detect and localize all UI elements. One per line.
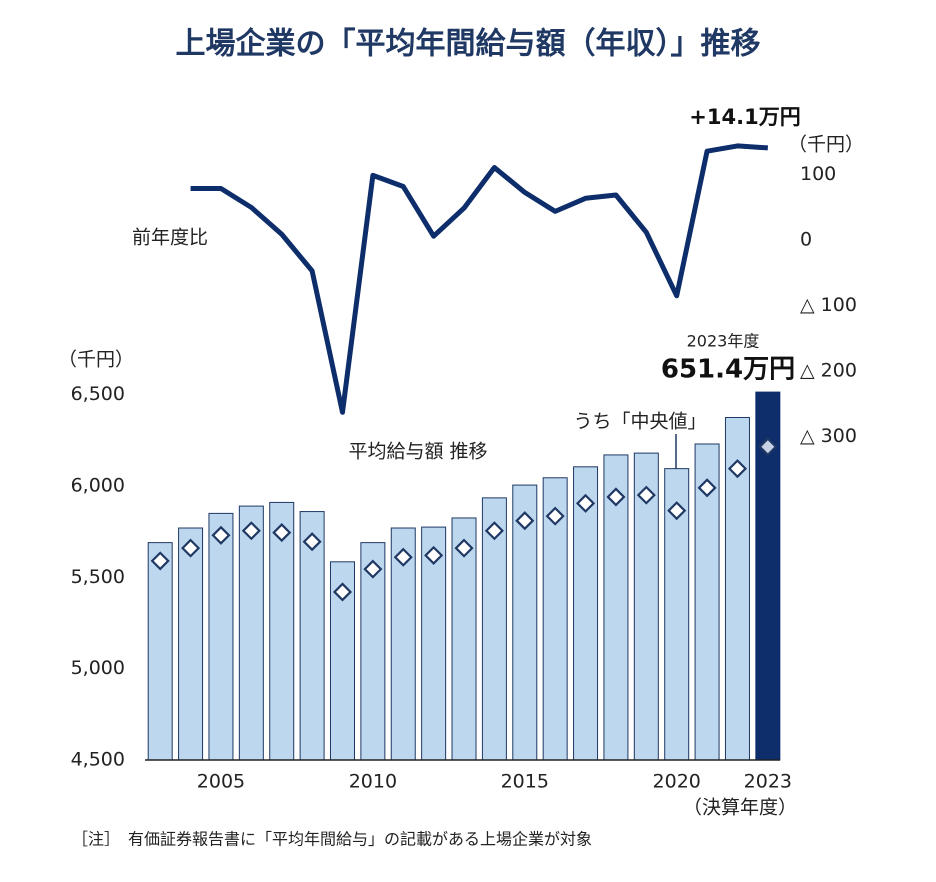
- x-tick-label: 2020: [653, 771, 701, 793]
- bar: [238, 505, 264, 761]
- bar: [147, 542, 173, 761]
- y-tick-label: 6,500: [71, 383, 125, 405]
- median-marker: [181, 538, 201, 558]
- median-marker: [636, 485, 656, 505]
- median-marker: [758, 437, 778, 457]
- bar: [208, 512, 234, 761]
- median-marker: [272, 523, 292, 543]
- x-tick-label: 2023: [744, 771, 792, 793]
- median-marker: [515, 511, 535, 531]
- y-unit: （千円）: [58, 349, 134, 371]
- x-tick-label: 2015: [501, 771, 549, 793]
- median-marker: [302, 532, 322, 552]
- chart-title: 上場企業の「平均年間給与額（年収）」推移: [176, 27, 761, 62]
- x-tick-label: 2010: [349, 771, 397, 793]
- median-marker: [211, 525, 231, 545]
- bar: [512, 484, 538, 761]
- bar: [421, 526, 447, 761]
- median-marker: [697, 478, 717, 498]
- median-marker: [606, 487, 626, 507]
- x-axis-label: （決算年度）: [683, 797, 797, 819]
- note: ［注］ 有価証券報告書に「平均年間給与」の記載がある上場企業が対象: [72, 830, 592, 849]
- y-tick-label: 5,000: [71, 657, 125, 679]
- median-marker: [241, 521, 261, 541]
- median-marker: [454, 538, 474, 558]
- median-marker: [393, 547, 413, 567]
- annotation: 2023年度: [687, 332, 760, 351]
- y-tick-label: 4,500: [71, 749, 125, 771]
- median-marker: [150, 551, 170, 571]
- bar: [451, 517, 477, 761]
- bar: [573, 466, 599, 761]
- median-marker: [424, 545, 444, 565]
- y2-tick-label: △ 300: [800, 425, 857, 447]
- median-marker: [575, 493, 596, 513]
- median-marker: [667, 501, 687, 521]
- median-marker: [545, 506, 565, 526]
- y-tick-label: 6,000: [71, 474, 125, 496]
- annotation: 651.4万円: [661, 355, 795, 385]
- y2-tick-label: 100: [800, 163, 836, 185]
- y-tick-label: 5,500: [71, 566, 125, 588]
- y2-tick-label: △ 200: [800, 360, 857, 382]
- bar: [299, 511, 325, 761]
- median-marker: [484, 521, 504, 541]
- median-marker: [332, 582, 353, 602]
- y2-unit: （千円）: [788, 134, 864, 156]
- y2-tick-label: △ 100: [800, 294, 857, 316]
- bar: [481, 497, 507, 761]
- x-tick-label: 2005: [197, 771, 245, 793]
- y2-tick-label: 0: [800, 229, 812, 251]
- median-marker: [727, 459, 748, 479]
- annotation: +14.1万円: [689, 105, 800, 129]
- median-marker: [363, 559, 383, 579]
- median-label: うち「中央値」: [573, 411, 706, 433]
- bar-label: 平均給与額 推移: [348, 441, 487, 463]
- line-label: 前年度比: [132, 227, 208, 249]
- line: [190, 143, 769, 415]
- bar: [178, 527, 204, 761]
